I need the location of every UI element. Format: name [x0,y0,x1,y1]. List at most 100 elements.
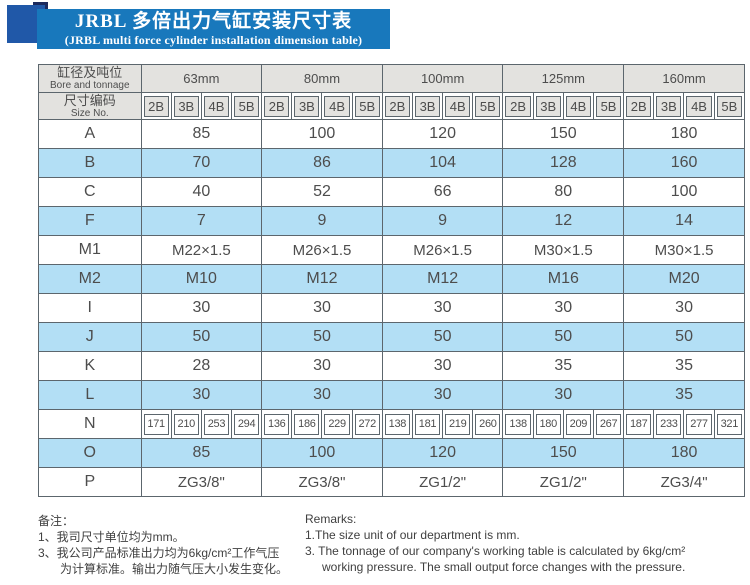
cell-N-63mm-4B: 253 [200,409,233,439]
row-label-J: J [38,322,142,352]
table-row-F: F 7 9 9 12 14 [38,206,745,236]
row-label-M2: M2 [38,264,142,294]
size-code-box: 5B [234,95,260,117]
cell-B-63mm: 70 [140,148,263,178]
size-code-125mm-5B: 5B [592,92,625,120]
header-row-size-codes: 尺寸编码 Size No. 2B 3B 4B 5B 2B 3B 4B 5B 2B 3B 4B 5B 2B… [38,92,746,120]
value-box: 260 [475,413,501,435]
row-label-F: F [38,206,142,236]
table-row-O: O 85 100 120 150 180 [38,438,745,468]
row-label-A: A [38,119,142,149]
row-label-O: O [38,438,142,468]
value-box: 272 [354,413,380,435]
size-code-63mm-5B: 5B [231,92,263,120]
corner-size-no: 尺寸编码 Size No. [38,92,142,120]
remarks-en-line1: 1.The size unit of our department is mm. [305,528,520,542]
size-code-box: 4B [324,95,350,117]
cell-J-100mm: 50 [381,322,504,352]
cell-O-63mm: 85 [140,438,263,468]
size-code-box: 5B [716,95,742,117]
table-row-P: P ZG3/8" ZG3/8" ZG1/2" ZG1/2" ZG3/4" [38,467,745,497]
size-code-box: 2B [384,95,410,117]
cell-O-125mm: 150 [502,438,625,468]
size-code-100mm-4B: 4B [442,92,474,120]
size-code-80mm-4B: 4B [321,92,353,120]
table-row-B: B 70 86 104 128 160 [38,148,745,178]
cell-C-160mm: 100 [623,177,745,207]
row-label-I: I [38,293,142,323]
cell-A-63mm: 85 [140,119,263,149]
cell-A-125mm: 150 [502,119,625,149]
bore-header-125mm: 125mm [502,64,625,93]
row-label-K: K [38,351,142,381]
remarks-en-line3: working pressure. The small output force… [322,560,686,574]
value-box: 138 [384,413,410,435]
cell-P-125mm: ZG1/2" [502,467,625,497]
size-code-100mm-5B: 5B [472,92,504,120]
cell-F-80mm: 9 [261,206,383,236]
remarks-zh-line3: 为计算标准。输出力随气压大小发生变化。 [60,562,289,576]
cell-J-160mm: 50 [623,322,745,352]
size-code-box: 2B [143,95,169,117]
size-code-box: 4B [203,95,230,117]
cell-M1-80mm: M26×1.5 [261,235,383,265]
cell-M1-160mm: M30×1.5 [623,235,745,265]
cell-K-80mm: 30 [261,351,383,381]
value-box: 138 [505,413,531,435]
value-box: 229 [324,413,350,435]
size-code-160mm-3B: 3B [653,92,685,120]
corner-size-no-zh: 尺寸编码 [63,92,116,108]
value-box: 219 [445,413,471,435]
cell-N-100mm-4B: 219 [442,409,474,439]
bore-header-63mm: 63mm [140,64,263,93]
size-code-80mm-3B: 3B [291,92,323,120]
size-code-125mm-3B: 3B [532,92,564,120]
cell-B-80mm: 86 [261,148,383,178]
size-code-box: 3B [173,95,199,117]
cell-A-160mm: 180 [623,119,745,149]
cell-N-125mm-5B: 267 [592,409,625,439]
bore-header-160mm: 160mm [623,64,745,93]
cell-N-63mm-5B: 294 [231,409,263,439]
bore-header-80mm: 80mm [261,64,383,93]
table-row-N: N 171 210 253 294 136 186 229 272 138 181 219 260 138… [38,409,746,439]
size-code-100mm-3B: 3B [411,92,444,120]
cell-N-100mm-3B: 181 [411,409,444,439]
cell-B-125mm: 128 [502,148,625,178]
cell-N-80mm-5B: 272 [351,409,383,439]
row-label-L: L [38,380,142,410]
table-row-M2: M2 M10 M12 M12 M16 M20 [38,264,745,294]
page-subtitle: (JRBL multi force cylinder installation … [64,33,363,47]
table-row-I: I 30 30 30 30 30 [38,293,745,323]
size-code-63mm-3B: 3B [170,92,202,120]
cell-C-100mm: 66 [381,177,504,207]
cell-N-63mm-2B: 171 [140,409,172,439]
corner-size-no-en: Size No. [70,107,109,119]
cell-J-63mm: 50 [140,322,263,352]
cell-K-63mm: 28 [140,351,263,381]
dimension-table: 缸径及吨位 Bore and tonnage 63mm 80mm 100mm 125m… [38,64,746,497]
cell-I-63mm: 30 [140,293,263,323]
table-row-J: J 50 50 50 50 50 [38,322,745,352]
size-code-box: 2B [264,95,290,117]
header-row-bores: 缸径及吨位 Bore and tonnage 63mm 80mm 100mm 125m… [38,64,745,93]
table-row-C: C 40 52 66 80 100 [38,177,745,207]
value-box: 209 [565,413,591,435]
cell-M2-100mm: M12 [381,264,504,294]
value-box: 253 [203,413,230,435]
cell-M1-63mm: M22×1.5 [140,235,263,265]
title-banner: JRBL 多倍出力气缸安装尺寸表 (JRBL multi force cylin… [37,9,390,49]
cell-P-100mm: ZG1/2" [381,467,504,497]
size-code-box: 4B [565,95,591,117]
size-code-box: 5B [595,95,622,117]
value-box: 187 [626,413,652,435]
cell-N-80mm-3B: 186 [291,409,323,439]
row-label-N: N [38,409,142,439]
cell-K-100mm: 30 [381,351,504,381]
cell-F-63mm: 7 [140,206,263,236]
value-box: 210 [173,413,199,435]
size-code-160mm-2B: 2B [623,92,655,120]
table-row-K: K 28 30 30 35 35 [38,351,745,381]
value-box: 136 [264,413,290,435]
row-label-P: P [38,467,142,497]
